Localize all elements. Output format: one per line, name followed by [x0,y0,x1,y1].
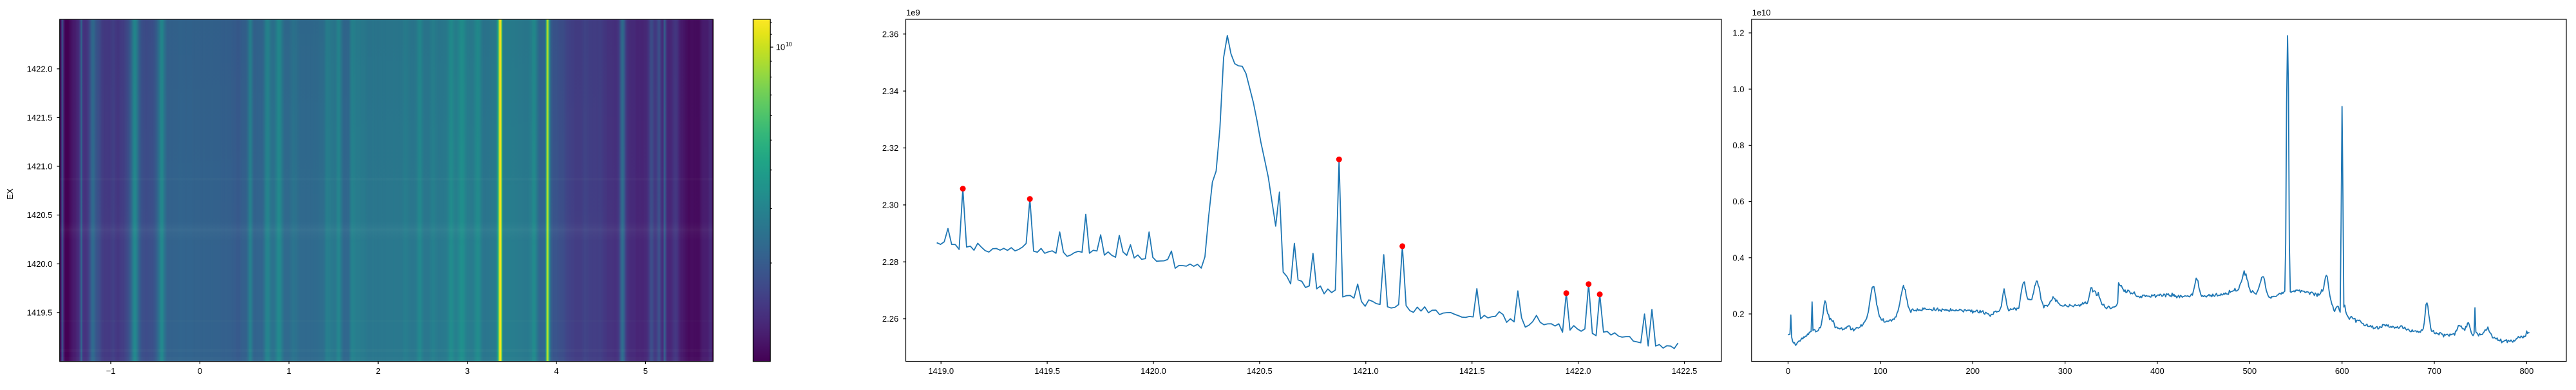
svg-text:1422.0: 1422.0 [1566,366,1591,376]
svg-text:1420.0: 1420.0 [1141,366,1166,376]
svg-text:300: 300 [2058,366,2072,376]
svg-text:1422.5: 1422.5 [1672,366,1698,376]
svg-text:1.2: 1.2 [1732,28,1744,38]
svg-text:10: 10 [786,41,792,48]
svg-text:1420.5: 1420.5 [27,210,53,220]
svg-text:EX: EX [5,188,15,200]
svg-text:5: 5 [643,366,648,376]
svg-text:100: 100 [1873,366,1888,376]
svg-text:1422.0: 1422.0 [27,64,53,73]
svg-text:10: 10 [776,43,785,52]
svg-text:0.6: 0.6 [1732,197,1744,206]
svg-text:0.8: 0.8 [1732,141,1744,150]
svg-text:2: 2 [376,366,381,376]
svg-text:1419.0: 1419.0 [928,366,954,376]
svg-text:1e9: 1e9 [906,8,920,17]
svg-text:1: 1 [287,366,291,376]
svg-text:700: 700 [2427,366,2441,376]
svg-text:1419.5: 1419.5 [1034,366,1060,376]
svg-text:2.36: 2.36 [882,29,898,39]
svg-text:1421.0: 1421.0 [1353,366,1379,376]
svg-text:0.2: 0.2 [1732,309,1744,319]
svg-text:1.0: 1.0 [1732,84,1744,94]
svg-text:1419.5: 1419.5 [27,307,53,317]
svg-text:1420.0: 1420.0 [27,259,53,269]
svg-text:4: 4 [554,366,558,376]
svg-text:1420.5: 1420.5 [1247,366,1273,376]
svg-text:2.30: 2.30 [882,200,898,210]
svg-text:1421.0: 1421.0 [27,162,53,171]
svg-text:2.26: 2.26 [882,314,898,324]
svg-text:3: 3 [465,366,469,376]
svg-text:0.4: 0.4 [1732,253,1744,262]
svg-text:2.28: 2.28 [882,257,898,267]
svg-text:200: 200 [1965,366,1980,376]
svg-text:0: 0 [1786,366,1790,376]
svg-text:1421.5: 1421.5 [1459,366,1485,376]
svg-text:500: 500 [2242,366,2257,376]
svg-text:−1: −1 [106,366,116,376]
svg-text:2.34: 2.34 [882,86,898,96]
svg-text:400: 400 [2150,366,2164,376]
svg-text:600: 600 [2335,366,2349,376]
svg-text:0: 0 [198,366,202,376]
svg-text:1e10: 1e10 [1752,8,1771,17]
svg-text:800: 800 [2520,366,2534,376]
svg-text:1421.5: 1421.5 [27,113,53,122]
svg-text:2.32: 2.32 [882,143,898,153]
